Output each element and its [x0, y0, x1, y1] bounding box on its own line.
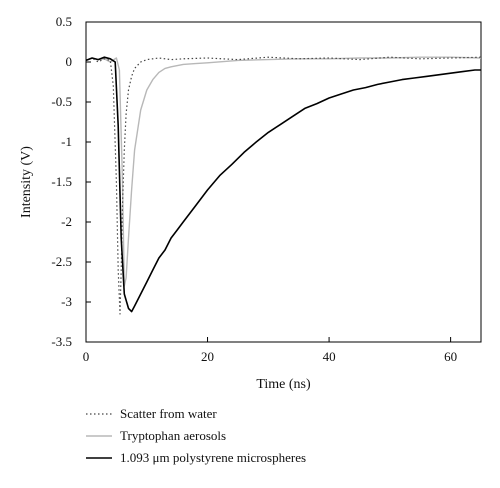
x-tick-label: 0	[83, 349, 90, 364]
legend-entry: Scatter from water	[86, 406, 217, 421]
x-tick-label: 60	[444, 349, 457, 364]
y-axis-title: Intensity (V)	[19, 146, 34, 218]
legend-label: Tryptophan aerosols	[120, 428, 226, 443]
y-tick-label: 0	[66, 54, 73, 69]
plot-frame	[85, 21, 482, 343]
x-tick-label: 20	[201, 349, 214, 364]
y-tick-label: -2.5	[51, 254, 72, 269]
y-tick-label: 0.5	[56, 14, 72, 29]
series-line-2	[85, 56, 481, 313]
y-tick-label: -3	[61, 294, 72, 309]
y-tick-label: -0.5	[51, 94, 72, 109]
series-line-1	[85, 56, 482, 287]
legend: Scatter from water Tryptophan aerosols 1…	[86, 406, 306, 465]
y-tick-label: -3.5	[51, 334, 72, 349]
legend-entry: Tryptophan aerosols	[86, 428, 226, 443]
legend-label: Scatter from water	[120, 406, 217, 421]
series-line-0	[85, 56, 482, 315]
y-tick-label: -2	[61, 214, 72, 229]
y-tick-label: -1	[61, 134, 72, 149]
legend-label: 1.093 μm polystyrene microspheres	[120, 450, 306, 465]
axis-layer: 0.5 0 -0.5 -1 -1.5 -2 -2.5 -3 -3.5 0 20 40 60	[51, 14, 457, 364]
legend-entry: 1.093 μm polystyrene microspheres	[86, 450, 306, 465]
series-layer	[85, 56, 482, 315]
y-tick-label: -1.5	[51, 174, 72, 189]
x-axis-title: Time (ns)	[256, 377, 311, 392]
plot-area	[85, 21, 482, 343]
x-tick-label: 40	[323, 349, 336, 364]
